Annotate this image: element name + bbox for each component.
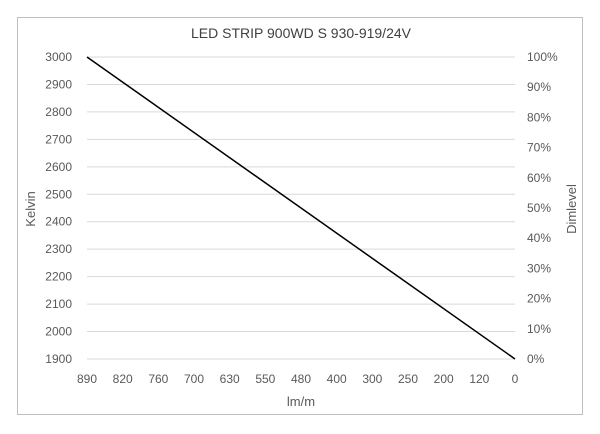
y-tick-label: 2400 (45, 215, 72, 229)
y-tick-label: 2200 (45, 270, 72, 284)
x-tick-label: 700 (184, 372, 204, 386)
y-tick-label: 2300 (45, 242, 72, 256)
y2-tick-label: 100% (527, 50, 558, 64)
x-tick-label: 550 (255, 372, 275, 386)
series (86, 56, 516, 360)
y-tick-label: 2600 (45, 160, 72, 174)
x-axis-ticks: 890 820 760 700 630 550 480 400 300 250 200 120 0 (77, 372, 519, 386)
y2-axis-title: Dimlevel (564, 184, 579, 234)
x-tick-label: 480 (291, 372, 311, 386)
x-tick-label: 120 (469, 372, 489, 386)
gridlines (87, 56, 515, 360)
y2-tick-label: 90% (527, 80, 551, 94)
x-tick-label: 300 (362, 372, 382, 386)
y2-tick-label: 30% (527, 261, 551, 275)
y2-tick-label: 60% (527, 171, 551, 185)
y2-tick-label: 10% (527, 322, 551, 336)
y-axis-title: Kelvin (23, 191, 38, 226)
y2-tick-label: 70% (527, 141, 551, 155)
x-tick-label: 400 (327, 372, 347, 386)
y-tick-label: 2500 (45, 187, 72, 201)
y-tick-label: 2100 (45, 297, 72, 311)
series-line (86, 56, 516, 360)
y-tick-label: 1900 (45, 352, 72, 366)
x-tick-label: 630 (220, 372, 240, 386)
y-tick-label: 3000 (45, 50, 72, 64)
y2-tick-label: 40% (527, 231, 551, 245)
y-tick-label: 2700 (45, 132, 72, 146)
x-tick-label: 760 (148, 372, 168, 386)
x-axis-title: lm/m (287, 394, 315, 409)
chart-title: LED STRIP 900WD S 930-919/24V (191, 25, 412, 41)
x-tick-label: 200 (434, 372, 454, 386)
chart-frame: LED STRIP 900WD S 930-919/24V 1900 2000 21… (17, 17, 583, 415)
y2-tick-label: 20% (527, 292, 551, 306)
x-tick-label: 250 (398, 372, 418, 386)
y2-tick-label: 0% (527, 352, 545, 366)
x-tick-label: 0 (512, 372, 519, 386)
y-axis-ticks: 1900 2000 2100 2200 2300 2400 2500 2600 2700 2800… (45, 50, 72, 366)
y2-tick-label: 50% (527, 201, 551, 215)
line-chart: LED STRIP 900WD S 930-919/24V 1900200021… (23, 25, 579, 409)
x-tick-label: 820 (113, 372, 133, 386)
y-tick-label: 2900 (45, 77, 72, 91)
x-tick-label: 890 (77, 372, 97, 386)
y-tick-label: 2800 (45, 105, 72, 119)
y2-axis-ticks: 0% 10% 20% 30% 40% 50% 60% 70% 80% 90% 100% (527, 50, 558, 366)
y2-tick-label: 80% (527, 110, 551, 124)
y-tick-label: 2000 (45, 325, 72, 339)
